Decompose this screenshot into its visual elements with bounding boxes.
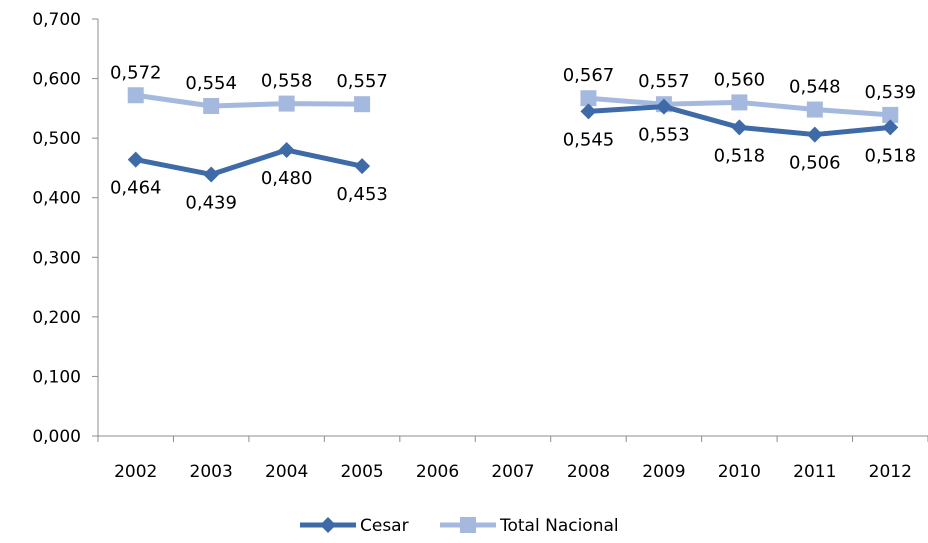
data-labels: 0,464 0,439 0,480 0,453 0,545 0,553 0,518 0,506… — [110, 62, 916, 213]
data-label-cesar: 0,518 — [714, 145, 766, 166]
data-label-total-nacional: 0,572 — [110, 62, 162, 83]
chart-axes: 0,000 0,100 0,200 0,300 0,400 0,500 0,600 0,700… — [32, 10, 928, 482]
point-total-nacional — [278, 95, 295, 112]
data-label-cesar: 0,518 — [865, 145, 917, 166]
legend-label: Cesar — [360, 516, 409, 536]
x-tick-label: 2008 — [567, 462, 610, 482]
legend-marker — [460, 517, 476, 533]
point-total-nacional — [127, 87, 144, 104]
y-tick-label: 0,500 — [32, 129, 81, 149]
legend: Cesar Total Nacional — [300, 516, 619, 536]
data-label-total-nacional: 0,557 — [638, 71, 690, 92]
data-label-cesar: 0,453 — [336, 184, 388, 205]
y-tick-label: 0,300 — [32, 248, 81, 268]
data-label-total-nacional: 0,560 — [714, 69, 766, 90]
series-line-cesar — [135, 147, 363, 177]
y-tick-label: 0,600 — [32, 70, 81, 90]
y-tick-label: 0,100 — [32, 367, 81, 387]
data-label-total-nacional: 0,554 — [185, 73, 237, 94]
point-cesar — [806, 126, 823, 143]
point-total-nacional — [580, 90, 597, 107]
data-label-cesar: 0,506 — [789, 153, 841, 174]
data-label-cesar: 0,464 — [110, 178, 162, 199]
data-label-total-nacional: 0,557 — [336, 71, 388, 92]
point-cesar — [882, 119, 899, 136]
point-total-nacional — [731, 94, 748, 111]
legend-item-total-nacional: Total Nacional — [440, 516, 619, 536]
x-tick-label: 2003 — [190, 462, 233, 482]
point-total-nacional — [203, 97, 220, 114]
data-label-total-nacional: 0,567 — [563, 65, 615, 86]
x-tick-label: 2005 — [340, 462, 383, 482]
x-tick-label: 2012 — [869, 462, 912, 482]
legend-item-cesar: Cesar — [300, 516, 409, 536]
plot-area — [127, 87, 899, 183]
point-cesar — [203, 166, 220, 183]
point-cesar — [655, 98, 672, 115]
point-total-nacional — [806, 101, 823, 118]
x-tick-label: 2004 — [265, 462, 308, 482]
series-line-total-nacional — [135, 92, 363, 109]
legend-label: Total Nacional — [499, 516, 619, 536]
point-cesar — [580, 103, 597, 120]
y-tick-label: 0,000 — [32, 427, 81, 447]
point-total-nacional — [882, 106, 899, 123]
y-tick-label: 0,700 — [32, 10, 81, 30]
x-tick-label: 2006 — [416, 462, 459, 482]
point-total-nacional — [354, 96, 371, 113]
point-cesar — [127, 151, 144, 168]
x-tick-label: 2010 — [718, 462, 761, 482]
data-label-total-nacional: 0,539 — [865, 82, 917, 103]
y-tick-label: 0,200 — [32, 308, 81, 328]
data-label-total-nacional: 0,548 — [789, 77, 841, 98]
x-tick-label: 2002 — [114, 462, 157, 482]
point-cesar — [354, 158, 371, 175]
data-label-cesar: 0,545 — [563, 129, 615, 150]
legend-marker — [320, 517, 336, 533]
x-tick-label: 2009 — [642, 462, 685, 482]
data-label-cesar: 0,553 — [638, 125, 690, 146]
point-cesar — [731, 119, 748, 136]
x-tick-label: 2007 — [491, 462, 534, 482]
x-tick-label: 2011 — [793, 462, 836, 482]
data-label-total-nacional: 0,558 — [261, 71, 313, 92]
data-label-cesar: 0,480 — [261, 168, 313, 189]
point-cesar — [278, 142, 295, 159]
data-label-cesar: 0,439 — [185, 192, 237, 213]
y-tick-label: 0,400 — [32, 189, 81, 209]
